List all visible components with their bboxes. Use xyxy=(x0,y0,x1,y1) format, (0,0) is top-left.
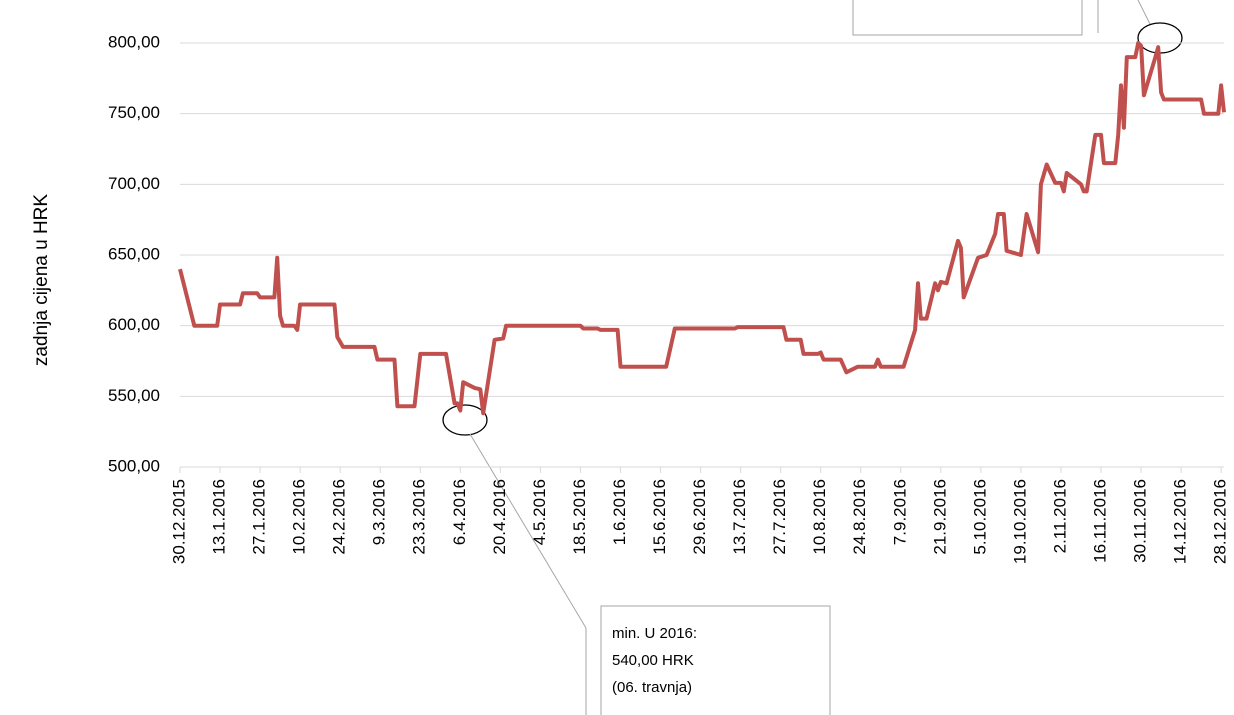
x-tick-label: 24.2.2016 xyxy=(330,479,349,555)
x-tick-label: 9.3.2016 xyxy=(370,479,389,545)
x-tick-label: 30.11.2016 xyxy=(1131,479,1150,563)
x-tick-label: 10.8.2016 xyxy=(810,479,829,555)
x-tick-label: 19.10.2016 xyxy=(1010,479,1029,564)
x-tick-label: 20.4.2016 xyxy=(490,479,509,555)
y-tick-label: 700,00 xyxy=(108,174,160,193)
x-tick-label: 29.6.2016 xyxy=(690,479,709,555)
x-tick-label: 5.10.2016 xyxy=(970,479,989,555)
x-tick-label: 18.5.2016 xyxy=(570,479,589,555)
y-tick-label: 650,00 xyxy=(108,244,160,263)
x-tick-label: 10.2.2016 xyxy=(290,479,309,555)
y-axis-label: zadnja cijena u HRK xyxy=(31,194,52,366)
x-tick-label: 4.5.2016 xyxy=(530,479,549,545)
x-tick-label: 24.8.2016 xyxy=(850,479,869,555)
y-tick-label: 550,00 xyxy=(108,386,160,405)
x-tick-label: 13.1.2016 xyxy=(210,479,229,555)
x-tick-label: 6.4.2016 xyxy=(450,479,469,545)
y-tick-label: 600,00 xyxy=(108,315,160,334)
x-tick-label: 7.9.2016 xyxy=(890,479,909,545)
highlight-circle xyxy=(442,404,488,436)
x-tick-label: 27.7.2016 xyxy=(770,479,789,555)
y-tick-label: 750,00 xyxy=(108,103,160,122)
annotation-box xyxy=(852,0,1083,36)
y-tick-label: 800,00 xyxy=(108,32,160,51)
leader-line xyxy=(1137,0,1151,25)
annotation-text: min. U 2016: xyxy=(612,625,697,642)
annotation-text: 540,00 HRK xyxy=(612,652,694,669)
x-tick-label: 2.11.2016 xyxy=(1050,479,1069,553)
x-tick-label: 27.1.2016 xyxy=(250,479,269,555)
x-tick-label: 14.12.2016 xyxy=(1171,479,1190,564)
annotation-text: (06. travnja) xyxy=(612,679,692,696)
x-tick-label: 16.11.2016 xyxy=(1090,479,1109,563)
x-tick-label: 30.12.2015 xyxy=(169,479,188,564)
y-tick-label: 500,00 xyxy=(108,456,160,475)
x-tick-label: 21.9.2016 xyxy=(930,479,949,555)
annotation-box xyxy=(600,605,831,715)
price-line xyxy=(178,41,1226,416)
x-tick-label: 28.12.2016 xyxy=(1211,479,1230,564)
x-tick-label: 1.6.2016 xyxy=(610,479,629,545)
x-tick-label: 15.6.2016 xyxy=(650,479,669,555)
x-tick-label: 13.7.2016 xyxy=(730,479,749,555)
leader-line xyxy=(469,433,587,629)
x-tick-label: 23.3.2016 xyxy=(410,479,429,555)
